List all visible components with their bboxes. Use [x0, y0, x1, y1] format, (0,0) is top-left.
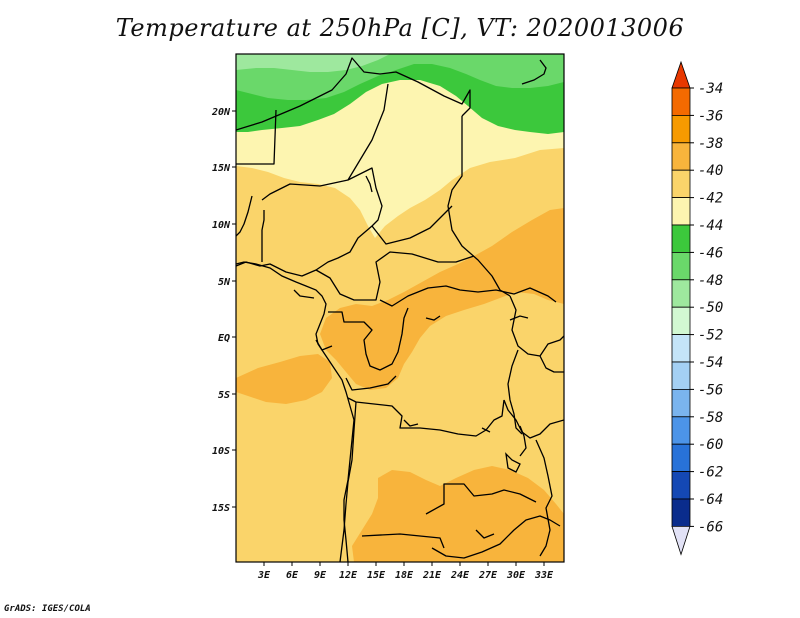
colorbar-cell	[671, 251, 691, 281]
latitude-axis: 20N 15N 10N 5N EQ 5S 10S 15S	[211, 107, 236, 514]
colorbar-label: -48	[698, 273, 723, 289]
colorbar-bottom-triangle	[671, 526, 691, 556]
colorbar-cell	[671, 142, 691, 171]
colorbar-cell	[671, 224, 691, 253]
lat-tick-label: 5S	[218, 390, 230, 401]
colorbar-cell	[671, 334, 691, 363]
coastlines-lakes	[236, 59, 547, 562]
colorbar-label: -34	[698, 81, 723, 97]
grads-credit: GrADS: IGES/COLA	[4, 604, 91, 614]
lat-tick-label: 10S	[212, 446, 230, 457]
colorbar-cell	[671, 443, 691, 473]
lat-tick-label: EQ	[218, 333, 230, 344]
lon-tick-label: 33E	[534, 570, 554, 581]
lon-tick-label: 6E	[286, 570, 299, 581]
colorbar-cell	[671, 498, 691, 527]
lon-tick-label: 27E	[478, 570, 498, 581]
colorbar-cell	[671, 169, 691, 198]
longitude-axis: 3E 6E 9E 12E 15E 18E 21E 24E 27E 30E 33E	[257, 562, 554, 581]
lon-tick-label: 9E	[314, 570, 327, 581]
colorbar-top-triangle	[671, 60, 691, 89]
lat-tick-label: 15N	[212, 163, 231, 174]
country-borders	[236, 57, 564, 562]
colorbar-label: -36	[698, 108, 723, 124]
colorbar-label: -50	[698, 300, 723, 316]
colorbar: -34 -36 -38 -40 -42 -44 -46 -48 -50 -52 -54 -56 -58 -…	[671, 60, 723, 556]
lat-tick-label: 10N	[212, 220, 231, 231]
colorbar-label: -38	[698, 136, 723, 152]
colorbar-label: -56	[698, 382, 723, 398]
lon-tick-label: 18E	[395, 570, 414, 581]
lat-tick-label: 15S	[212, 503, 230, 514]
colorbar-cell	[671, 197, 691, 226]
colorbar-label: -60	[698, 437, 723, 453]
lon-tick-label: 30E	[506, 570, 526, 581]
colorbar-label: -40	[698, 163, 723, 179]
colorbar-cell	[671, 471, 691, 500]
colorbar-cell	[671, 306, 691, 336]
colorbar-cell	[671, 115, 691, 144]
lon-tick-label: 15E	[367, 570, 386, 581]
colorbar-label: -46	[698, 245, 723, 261]
lat-tick-label: 20N	[211, 107, 231, 118]
lon-tick-label: 21E	[422, 570, 442, 581]
colorbar-label: -66	[698, 519, 723, 535]
colorbar-label: -44	[698, 218, 723, 234]
lat-tick-label: 5N	[218, 277, 231, 288]
lon-tick-label: 24E	[450, 570, 470, 581]
colorbar-cell	[671, 87, 691, 116]
colorbar-label: -58	[698, 410, 723, 426]
colorbar-label: -52	[698, 328, 723, 344]
field-level-38	[236, 208, 564, 562]
colorbar-label: -64	[698, 492, 723, 508]
lon-tick-label: 12E	[339, 570, 358, 581]
colorbar-cell	[671, 416, 691, 445]
map-frame	[235, 53, 565, 563]
colorbar-label: -42	[698, 191, 723, 207]
colorbar-cell	[671, 388, 691, 418]
colorbar-cell	[671, 279, 691, 308]
temperature-field	[236, 54, 564, 562]
colorbar-label: -54	[698, 355, 723, 371]
colorbar-label: -62	[698, 465, 723, 481]
lon-tick-label: 3E	[257, 570, 271, 581]
colorbar-cell	[671, 361, 691, 390]
map-title: Temperature at 250hPa [C], VT: 202001300…	[115, 14, 685, 42]
